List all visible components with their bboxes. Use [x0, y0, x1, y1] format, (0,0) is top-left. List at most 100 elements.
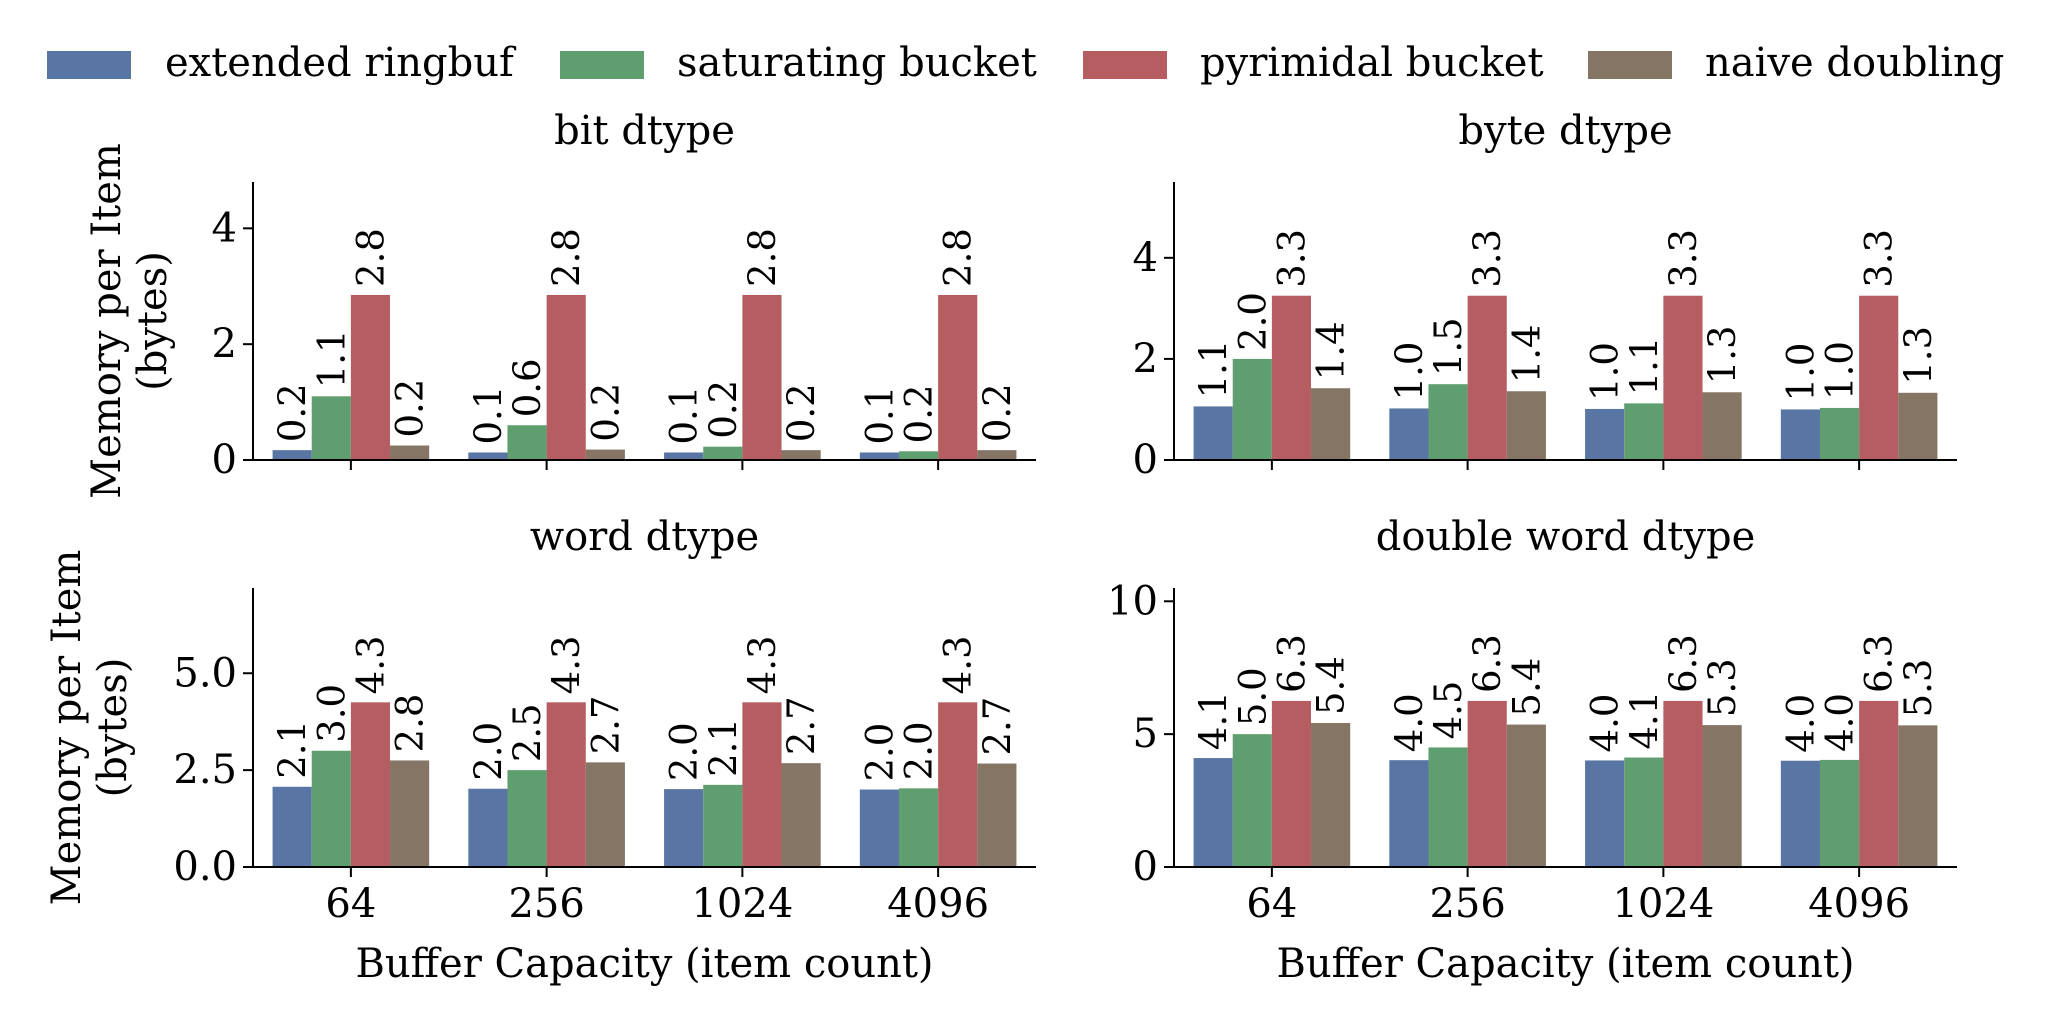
- y-tick-label: 10: [1107, 578, 1158, 624]
- bar-value-label: 0.2: [702, 380, 745, 439]
- bar: [1702, 725, 1742, 867]
- bar-value-label: 2.8: [545, 228, 588, 287]
- panel-title: byte dtype: [1458, 108, 1672, 154]
- bar-value-label: 6.3: [1466, 634, 1509, 693]
- bar-value-label: 5.3: [1701, 658, 1744, 717]
- bar: [1702, 392, 1742, 460]
- bar: [1193, 406, 1233, 460]
- legend-swatch-1: [560, 51, 644, 79]
- bar-value-label: 4.3: [741, 635, 784, 694]
- y-tick-label: 4: [1133, 235, 1158, 281]
- bar: [1624, 757, 1664, 867]
- bar-value-label: 4.3: [545, 635, 588, 694]
- bar: [977, 450, 1017, 460]
- bar: [507, 425, 547, 460]
- bar: [1271, 295, 1312, 460]
- bar-value-label: 2.5: [506, 703, 549, 762]
- y-tick-label: 4: [212, 205, 237, 251]
- y-tick-label: 2.5: [173, 747, 237, 793]
- legend-swatch-2: [1083, 51, 1167, 79]
- bar: [1506, 724, 1546, 867]
- y-tick-label: 0: [1133, 844, 1158, 890]
- bar: [585, 762, 625, 867]
- bar-value-label: 4.0: [1584, 694, 1627, 753]
- bar-value-label: 2.1: [271, 720, 314, 779]
- bar: [1467, 295, 1507, 460]
- legend-label-2: pyrimidal bucket: [1200, 40, 1544, 86]
- bar-value-label: 2.8: [741, 228, 784, 287]
- bar: [703, 446, 743, 460]
- bar-value-label: 2.1: [702, 718, 745, 777]
- bar: [664, 789, 704, 867]
- bar: [507, 770, 547, 867]
- panel-title: word dtype: [530, 514, 759, 560]
- panel-3: double word dtype4.15.06.35.4644.04.56.3…: [1107, 514, 1957, 987]
- x-tick-label: 4096: [887, 881, 989, 927]
- bar-value-label: 0.2: [780, 383, 823, 442]
- bar: [938, 294, 978, 460]
- bar-value-label: 0.1: [858, 386, 901, 445]
- bar-value-label: 1.4: [1505, 324, 1548, 383]
- bar: [1467, 700, 1507, 867]
- x-axis-label: Buffer Capacity (item count): [355, 941, 933, 987]
- bar-value-label: 1.3: [1897, 326, 1940, 385]
- bar-value-label: 2.8: [349, 228, 392, 287]
- bar: [703, 784, 743, 867]
- bar: [1859, 295, 1899, 460]
- bar-value-label: 1.1: [310, 329, 353, 388]
- bar: [272, 450, 312, 460]
- bar-value-label: 2.0: [467, 722, 510, 781]
- bar-value-label: 0.2: [976, 383, 1019, 442]
- bar: [350, 702, 391, 867]
- y-tick-label: 5.0: [173, 650, 237, 696]
- bar-value-label: 1.0: [1779, 343, 1822, 402]
- bar-value-label: 3.3: [1466, 229, 1509, 288]
- bar-value-label: 4.5: [1427, 681, 1470, 740]
- x-tick-label: 64: [1246, 881, 1297, 927]
- bar-value-label: 6.3: [1858, 634, 1901, 693]
- bar: [1389, 760, 1429, 867]
- bar: [898, 788, 939, 867]
- bar-value-label: 0.6: [506, 358, 549, 417]
- legend: extended ringbuf saturating bucket pyrimid…: [47, 40, 2004, 86]
- bar-value-label: 5.3: [1897, 659, 1940, 718]
- x-tick-label: 1024: [1612, 881, 1714, 927]
- bar: [468, 452, 508, 460]
- y-tick-label: 2: [1133, 336, 1158, 382]
- panel-2: word dtype2.13.04.32.8642.02.54.32.72562…: [44, 514, 1036, 987]
- bar: [1311, 388, 1351, 460]
- bar-value-label: 3.3: [1270, 229, 1313, 288]
- bar-value-label: 2.7: [584, 696, 627, 755]
- bar-value-label: 6.3: [1270, 634, 1313, 693]
- bar: [859, 452, 899, 460]
- bar: [1271, 700, 1312, 867]
- bar: [781, 450, 821, 460]
- y-tick-label: 5: [1133, 711, 1158, 757]
- bar: [1859, 700, 1899, 867]
- bar: [1585, 408, 1625, 460]
- x-tick-label: 256: [1429, 881, 1505, 927]
- bar: [546, 702, 586, 867]
- bar: [1780, 409, 1820, 460]
- legend-swatch-0: [47, 51, 131, 79]
- bar: [311, 396, 351, 460]
- bar: [1389, 408, 1429, 460]
- bar-value-label: 4.0: [1819, 693, 1862, 752]
- bar: [1506, 391, 1546, 460]
- y-tick-label: 0: [212, 437, 237, 483]
- bar-value-label: 0.2: [271, 383, 314, 442]
- bar-value-label: 4.1: [1192, 691, 1235, 750]
- legend-label-3: naive doubling: [1705, 40, 2004, 86]
- bar: [664, 452, 704, 460]
- bar: [546, 294, 586, 460]
- bar: [1819, 407, 1860, 460]
- bar: [350, 294, 391, 460]
- bar: [1663, 295, 1703, 460]
- legend-label-0: extended ringbuf: [165, 40, 517, 86]
- bar-value-label: 2.0: [858, 723, 901, 782]
- bar-value-label: 0.1: [467, 386, 510, 445]
- bar-value-label: 1.1: [1192, 340, 1235, 399]
